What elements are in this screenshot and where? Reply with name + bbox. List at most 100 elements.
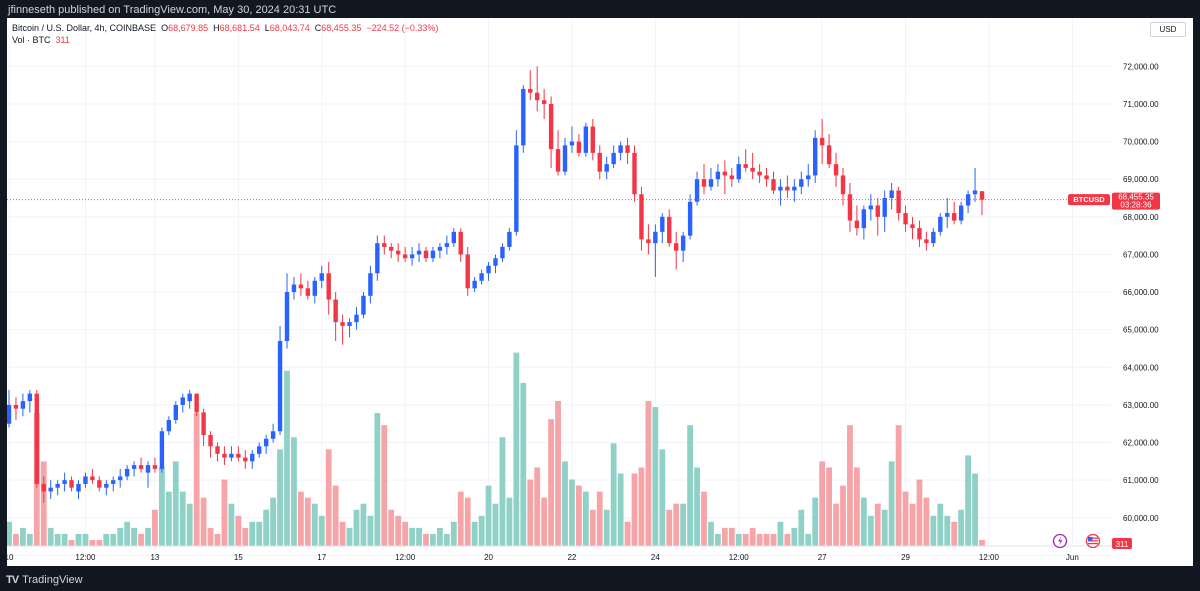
- candle-body: [347, 322, 352, 326]
- volume-bar: [680, 503, 687, 546]
- price-tick-label: 61,000.00: [1123, 476, 1159, 485]
- candle-body: [896, 190, 901, 214]
- volume-bar: [485, 485, 492, 546]
- volume-bar: [437, 527, 443, 546]
- volume-bar: [902, 491, 909, 546]
- candle: [548, 96, 554, 168]
- candle-body: [965, 194, 971, 206]
- volume-bar: [395, 515, 402, 546]
- price-chart[interactable]: 72,000.00 71,000.00 70,000.00 69,000.00 68,0…: [7, 18, 1193, 566]
- candle-body: [667, 216, 672, 244]
- volume-bar: [812, 497, 819, 546]
- time-tick-label: 15: [234, 553, 243, 562]
- candle: [250, 450, 255, 469]
- volume-bar: [298, 491, 304, 546]
- volume-bar: [7, 521, 12, 546]
- candle-body: [194, 393, 199, 413]
- candle: [472, 277, 477, 293]
- volume-bar: [728, 527, 735, 546]
- volume-bar: [944, 515, 951, 546]
- volume-bar: [26, 533, 33, 546]
- candle-body: [131, 465, 137, 469]
- price-scale-background[interactable]: [1111, 18, 1193, 566]
- candle-body: [548, 103, 554, 150]
- volume-bar: [582, 491, 589, 546]
- candle-body: [396, 250, 401, 255]
- events-flash-icon[interactable]: [1052, 533, 1068, 549]
- volume-bar: [652, 407, 659, 546]
- candle-body: [625, 145, 630, 153]
- candle-body: [340, 322, 345, 326]
- candle: [507, 228, 512, 251]
- candle-body: [277, 340, 283, 432]
- candle-body: [458, 231, 463, 255]
- volume-bar: [270, 497, 276, 546]
- candle-body: [583, 126, 589, 153]
- volume-bar: [854, 467, 860, 546]
- candle-body: [312, 280, 317, 296]
- symbol-tag: BTCUSD: [1073, 195, 1105, 204]
- volume-bar: [40, 461, 47, 546]
- volume-bar: [867, 515, 874, 546]
- candle: [312, 277, 317, 304]
- candle: [799, 171, 804, 195]
- candle: [111, 476, 116, 492]
- countdown-label: 03:28:36: [1120, 201, 1152, 210]
- candle: [145, 461, 151, 488]
- volume-value: 311: [55, 35, 70, 45]
- candle: [625, 137, 630, 165]
- candle-body: [541, 100, 547, 104]
- volume-bar: [13, 533, 19, 546]
- us-flag-icon[interactable]: [1085, 533, 1101, 549]
- candle: [611, 145, 616, 168]
- candle: [708, 167, 714, 191]
- volume-bar: [666, 509, 673, 546]
- candlesticks: [7, 66, 985, 503]
- candle: [653, 224, 658, 278]
- volume-bar: [82, 533, 89, 546]
- publisher-caption: jfinneseth published on TradingView.com,…: [8, 4, 337, 16]
- candle-body: [222, 453, 227, 458]
- candle: [555, 130, 561, 176]
- volume-bar: [499, 437, 506, 546]
- candle: [514, 130, 519, 236]
- volume-bar: [965, 455, 971, 546]
- volume-bar: [179, 491, 186, 546]
- chart-panel[interactable]: 72,000.00 71,000.00 70,000.00 69,000.00 68,0…: [7, 18, 1193, 566]
- candle: [319, 265, 324, 289]
- candle: [375, 235, 380, 281]
- tradingview-brand: TV TradingView: [6, 574, 83, 586]
- volume-bar: [506, 497, 513, 546]
- candle: [152, 457, 158, 473]
- candle-body: [215, 446, 220, 454]
- candle: [715, 164, 721, 187]
- candle: [465, 246, 470, 296]
- candle-body: [952, 213, 957, 221]
- candle-body: [208, 435, 213, 447]
- price-tick-label: 69,000.00: [1123, 175, 1159, 184]
- candle: [444, 235, 450, 255]
- candle: [48, 480, 53, 499]
- candle: [402, 246, 408, 262]
- candle: [722, 160, 728, 195]
- currency-button[interactable]: USD: [1150, 22, 1186, 37]
- volume-bar: [763, 533, 770, 546]
- candle-body: [152, 465, 158, 469]
- candle: [409, 246, 415, 266]
- candle: [840, 167, 846, 206]
- candle: [479, 269, 484, 285]
- volume-bar: [937, 503, 944, 546]
- candle-body: [715, 171, 721, 180]
- candle: [979, 191, 985, 216]
- volume-bar: [784, 533, 791, 546]
- volume-bar: [200, 497, 207, 546]
- candle-body: [979, 191, 985, 200]
- candle-body: [124, 468, 130, 477]
- candle-body: [847, 194, 853, 221]
- volume-bar: [513, 352, 520, 546]
- candle: [298, 273, 304, 296]
- candle-body: [90, 476, 95, 481]
- candle: [541, 88, 547, 120]
- volume-bar: [430, 533, 436, 546]
- candle-body: [972, 190, 978, 195]
